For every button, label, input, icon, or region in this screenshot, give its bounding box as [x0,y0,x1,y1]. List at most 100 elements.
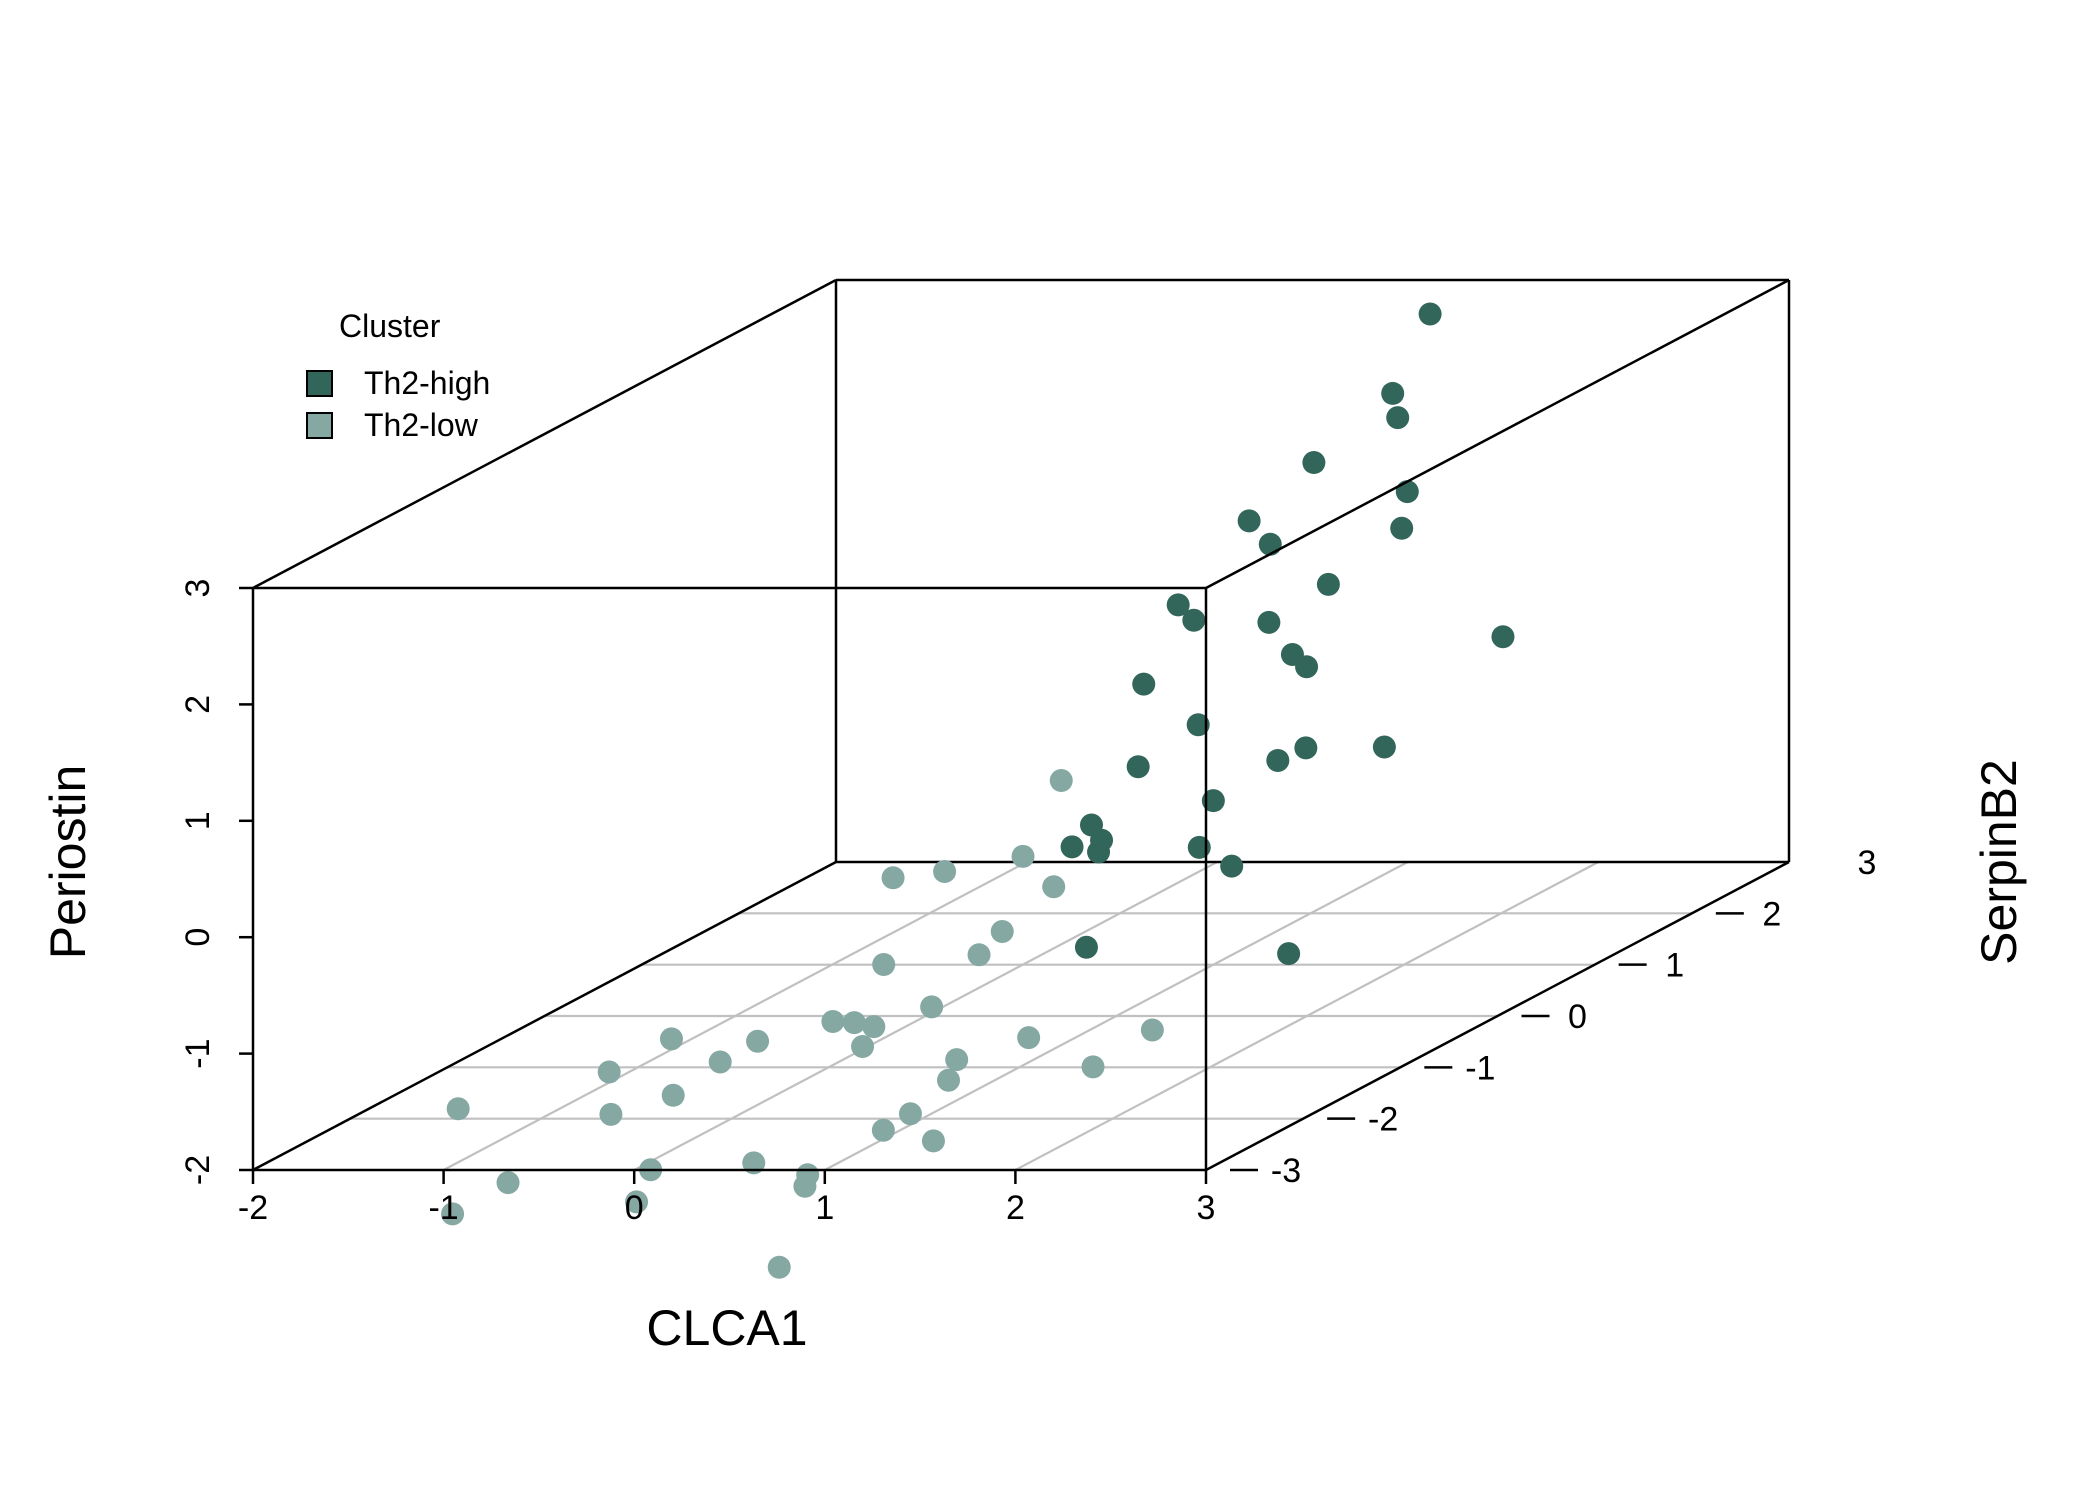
x-tick-label: 3 [1197,1189,1216,1227]
point-th2-low [661,1083,685,1107]
point-th2-high [1182,608,1206,632]
point-th2-high [1074,935,1098,959]
point-th2-high [1258,532,1282,556]
floor-grid [350,861,1692,1171]
point-th2-high [1372,735,1396,759]
point-th2-low [1042,875,1066,899]
legend-label-th2-high: Th2-high [364,365,490,401]
point-th2-low [933,860,957,884]
point-th2-high [1079,813,1103,837]
point-th2-low [967,943,991,967]
legend-swatch-th2-low [306,412,333,439]
point-th2-high [1060,835,1084,859]
point-th2-high [1381,381,1405,405]
y-tick-label: 0 [1568,998,1587,1036]
y-tick-label: -3 [1271,1152,1301,1190]
point-th2-low [767,1255,791,1279]
data-points [441,302,1515,1279]
point-th2-high [1087,840,1111,864]
point-th2-low [746,1029,770,1053]
point-th2-low [742,1151,766,1175]
point-th2-low [871,1118,895,1142]
z-tick-label: 0 [179,928,217,947]
point-th2-low [1017,1026,1041,1050]
box-edge [252,278,837,590]
axis-ticks: -2 -1 0 1 2 3 -2 -1 0 1 2 3 -3 -2 -1 0 1 2 3 [179,579,1876,1227]
point-th2-high [1280,643,1304,667]
point-th2-low [937,1068,961,1092]
point-th2-low [851,1034,875,1058]
point-th2-low [1049,769,1073,793]
box-edge [1205,860,1790,1172]
point-th2-low [990,920,1014,944]
point-th2-low [597,1060,621,1084]
point-th2-low [945,1048,969,1072]
y-tick-label: 3 [1858,844,1877,882]
x-tick-label: 2 [1006,1189,1025,1227]
point-th2-high [1390,516,1414,540]
point-th2-high [1386,406,1410,430]
point-th2-low [599,1102,623,1126]
point-th2-low [842,1011,866,1035]
point-th2-low [1140,1018,1164,1042]
z-tick-label: -1 [179,1038,217,1068]
point-th2-high [1237,509,1261,533]
point-th2-low [796,1163,820,1187]
point-th2-low [862,1015,886,1039]
y-axis-title: SerpinB2 [1971,759,2027,965]
point-th2-low [872,952,896,976]
point-th2-high [1294,736,1318,760]
y-tick-label: 1 [1665,947,1684,985]
legend-title: Cluster [339,308,441,344]
z-tick-label: -2 [179,1155,217,1185]
y-tick-label: -2 [1368,1101,1398,1139]
box-front-edges [251,278,1791,1172]
point-th2-low [921,1129,945,1153]
point-th2-low [496,1171,520,1195]
point-th2-high [1220,854,1244,878]
y-tick-label: -1 [1465,1049,1495,1087]
point-th2-high [1132,672,1156,696]
x-axis-title: CLCA1 [646,1300,807,1356]
point-th2-low [1081,1055,1105,1079]
point-th2-high [1277,942,1301,966]
z-tick-label: 3 [179,579,217,598]
z-tick-label: 2 [179,695,217,714]
point-th2-low [708,1050,732,1074]
point-th2-low [659,1027,683,1051]
x-tick-label: 0 [625,1189,644,1227]
point-th2-high [1302,451,1326,475]
point-th2-high [1266,748,1290,772]
legend-swatch-th2-high [306,370,333,397]
point-th2-high [1395,480,1419,504]
point-th2-low [1011,844,1035,868]
point-th2-low [446,1097,470,1121]
box-edge [252,860,837,1172]
legend-item-th2-low: Th2-low [306,407,479,443]
point-th2-high [1418,302,1442,326]
x-tick-label: 1 [815,1189,834,1227]
z-axis-title: Periostin [40,765,96,960]
legend-label-th2-low: Th2-low [364,407,479,443]
point-th2-high [1186,713,1210,737]
point-th2-high [1187,835,1211,859]
point-th2-low [881,866,905,890]
box-edge [1205,278,1790,590]
point-th2-high [1201,789,1225,813]
point-th2-high [1316,572,1340,596]
point-th2-high [1166,593,1190,617]
point-th2-low [821,1010,845,1034]
point-th2-low [898,1102,922,1126]
box-back-edges [252,280,1789,1172]
point-th2-high [1126,755,1150,779]
legend: Cluster Th2-high Th2-low [306,308,490,443]
z-tick-label: 1 [179,811,217,830]
legend-item-th2-high: Th2-high [306,365,490,401]
point-th2-low [920,995,944,1019]
point-th2-high [1257,610,1281,634]
point-th2-high [1491,625,1515,649]
point-th2-low [625,1190,649,1214]
y-tick-label: 2 [1762,895,1781,933]
point-th2-low [441,1202,465,1226]
